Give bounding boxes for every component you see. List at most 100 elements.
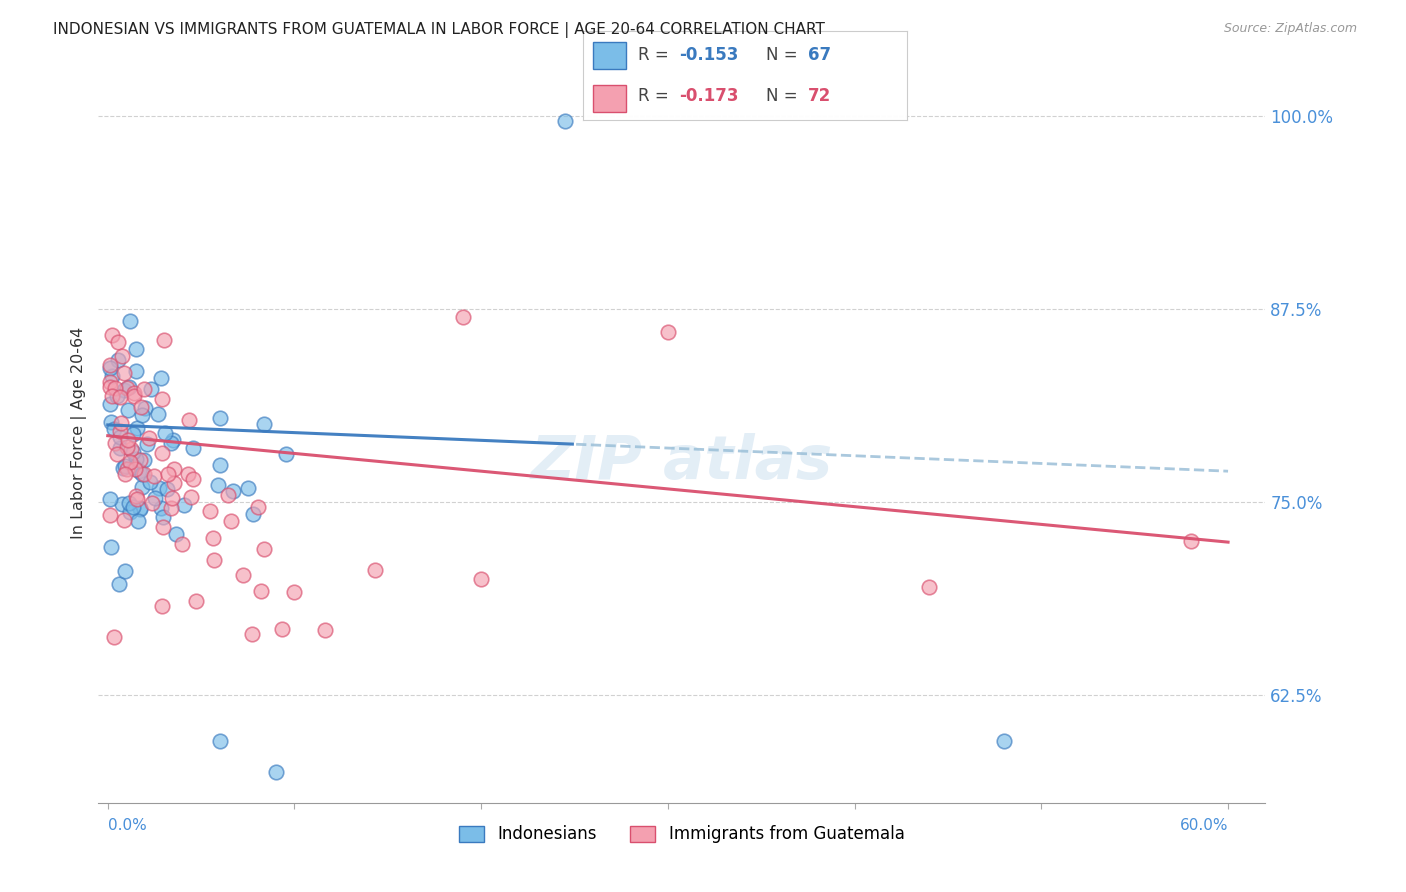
Point	[117, 433, 139, 447]
Point	[198, 504, 221, 518]
Point	[127, 515, 149, 529]
Point	[156, 483, 179, 497]
Point	[105, 389, 128, 403]
Bar	[593, 42, 626, 69]
Point	[657, 326, 679, 340]
Point	[127, 420, 149, 434]
Text: 72: 72	[808, 87, 831, 105]
Point	[131, 408, 153, 422]
Point	[141, 496, 163, 510]
Point	[271, 622, 294, 636]
Point	[153, 333, 176, 347]
Point	[117, 403, 139, 417]
Point	[150, 445, 173, 459]
Point	[131, 480, 153, 494]
Point	[114, 564, 136, 578]
Point	[157, 467, 180, 482]
Point	[103, 381, 125, 395]
Point	[208, 410, 231, 425]
Point	[103, 422, 125, 436]
Point	[129, 502, 152, 516]
Point	[219, 514, 242, 528]
Point	[105, 447, 128, 461]
Point	[554, 114, 576, 128]
Point	[181, 472, 204, 486]
Text: 60.0%: 60.0%	[1180, 818, 1227, 833]
Point	[240, 626, 263, 640]
Point	[242, 508, 264, 522]
Point	[149, 500, 172, 515]
Point	[274, 447, 297, 461]
Point	[179, 413, 201, 427]
Point	[150, 392, 173, 407]
Text: 0.0%: 0.0%	[108, 818, 146, 833]
Point	[138, 431, 160, 445]
Point	[121, 444, 143, 458]
Point	[115, 462, 138, 476]
Text: R =: R =	[638, 87, 675, 105]
Text: -0.173: -0.173	[679, 87, 738, 105]
Point	[100, 540, 122, 554]
Point	[160, 491, 183, 505]
Point	[173, 498, 195, 512]
Point	[152, 509, 174, 524]
Point	[107, 335, 129, 350]
Point	[451, 310, 474, 324]
Point	[118, 379, 141, 393]
Point	[283, 585, 305, 599]
Text: R =: R =	[638, 46, 675, 64]
Point	[180, 491, 202, 505]
Point	[118, 314, 141, 328]
Point	[124, 386, 146, 401]
Point	[146, 407, 169, 421]
Point	[314, 624, 336, 638]
Point	[125, 489, 148, 503]
Point	[114, 467, 136, 482]
Point	[112, 383, 135, 397]
Point	[132, 382, 155, 396]
Point	[98, 358, 121, 372]
Point	[172, 537, 194, 551]
Point	[246, 500, 269, 515]
Point	[150, 599, 173, 614]
Point	[134, 401, 156, 416]
Point	[129, 453, 152, 467]
Text: ZIP atlas: ZIP atlas	[531, 433, 832, 491]
Text: INDONESIAN VS IMMIGRANTS FROM GUATEMALA IN LABOR FORCE | AGE 20-64 CORRELATION C: INDONESIAN VS IMMIGRANTS FROM GUATEMALA …	[53, 22, 825, 38]
Point	[129, 401, 152, 415]
Point	[111, 497, 134, 511]
Point	[131, 467, 153, 482]
Point	[184, 594, 207, 608]
Point	[101, 327, 124, 342]
Point	[249, 583, 271, 598]
Point	[125, 452, 148, 467]
Point	[115, 381, 138, 395]
Point	[121, 500, 143, 515]
Point	[125, 492, 148, 507]
Point	[108, 576, 131, 591]
Text: N =: N =	[766, 46, 803, 64]
Point	[163, 476, 186, 491]
Point	[101, 369, 124, 384]
Point	[165, 526, 187, 541]
Point	[364, 563, 387, 577]
Point	[148, 482, 170, 496]
Point	[107, 353, 129, 368]
Legend: Indonesians, Immigrants from Guatemala: Indonesians, Immigrants from Guatemala	[453, 819, 911, 850]
Point	[98, 380, 121, 394]
Point	[98, 361, 121, 376]
Point	[124, 461, 146, 475]
Point	[128, 464, 150, 478]
Point	[232, 568, 254, 582]
Point	[110, 349, 132, 363]
Point	[918, 580, 941, 594]
Point	[1180, 533, 1202, 548]
Point	[138, 475, 160, 489]
Text: -0.153: -0.153	[679, 46, 738, 64]
Point	[114, 459, 136, 474]
Point	[98, 508, 121, 522]
Point	[159, 501, 181, 516]
Text: 67: 67	[808, 46, 831, 64]
Point	[125, 342, 148, 356]
Point	[108, 424, 131, 438]
